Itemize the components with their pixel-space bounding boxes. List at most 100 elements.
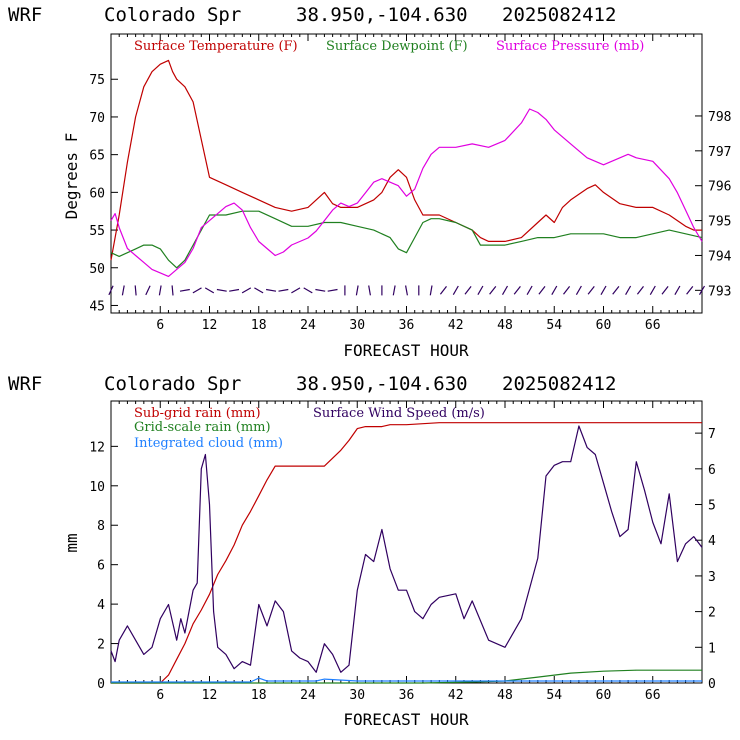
legend-integrated-cloud: Integrated cloud (mm): [134, 436, 283, 451]
wind-barb: [575, 285, 582, 295]
wind-barb: [439, 286, 447, 295]
wind-barb: [600, 285, 607, 295]
wind-barb: [612, 286, 620, 295]
wind-barbs: [108, 285, 706, 296]
wind-barb: [636, 286, 644, 295]
panel2-header-station: Colorado Spr: [104, 373, 241, 395]
wind-barb: [513, 286, 521, 295]
y-tick-label: 60: [89, 186, 105, 201]
y-tick-label: 65: [89, 149, 105, 164]
wind-barb: [649, 285, 656, 295]
wind-barb: [368, 285, 371, 296]
wind-barb: [265, 288, 277, 292]
x-tick-label: 48: [497, 688, 513, 703]
wind-barb: [241, 287, 252, 294]
y-tick-label: 45: [89, 299, 105, 314]
panel1-header-station: Colorado Spr: [104, 4, 241, 26]
panel2-header-coords: 38.950,-104.630: [296, 373, 468, 395]
wind-barb: [145, 285, 151, 296]
wind-barb: [674, 285, 681, 295]
wind-barb: [405, 285, 408, 296]
wind-barb: [204, 287, 215, 294]
panel2-series: [110, 422, 703, 684]
series-line-surface-temperature: [110, 59, 702, 261]
temperature-panel: WRF Colorado Spr 38.950,-104.630 2025082…: [8, 4, 732, 360]
panel1-header-init: 2025082412: [502, 4, 616, 26]
legend-gridscale-rain: Grid-scale rain (mm): [134, 420, 271, 435]
y2-tick-label: 3: [708, 570, 716, 585]
panel1-header-coords: 38.950,-104.630: [296, 4, 468, 26]
y2-tick-label: 798: [708, 110, 731, 125]
wind-barb: [229, 288, 240, 292]
wind-barb: [452, 285, 459, 295]
x-tick-label: 6: [156, 318, 164, 333]
wind-barb: [303, 287, 313, 294]
wind-barb: [464, 286, 472, 295]
y2-tick-label: 4: [708, 534, 716, 549]
y-tick-label: 12: [89, 440, 105, 455]
x-tick-label: 30: [349, 688, 365, 703]
x-tick-label: 18: [251, 318, 267, 333]
y2-tick-label: 1: [708, 641, 716, 656]
y2-tick-label: 6: [708, 463, 716, 478]
panel1-series: [110, 59, 703, 277]
legend-subgrid-rain: Sub-grid rain (mm): [134, 406, 261, 421]
panel2-xlabel: FORECAST HOUR: [343, 710, 469, 729]
wind-barb: [551, 285, 558, 295]
y-tick-label: 2: [97, 638, 105, 653]
panel2-legend: Sub-grid rain (mm) Surface Wind Speed (m…: [134, 406, 485, 451]
x-tick-label: 24: [300, 318, 316, 333]
wind-barb: [526, 285, 533, 295]
x-tick-label: 54: [546, 318, 562, 333]
x-tick-label: 12: [202, 688, 218, 703]
series-line-grid-scale-rain: [111, 669, 702, 684]
x-tick-label: 18: [251, 688, 267, 703]
panel2-header-init: 2025082412: [502, 373, 616, 395]
wind-barb: [538, 286, 546, 295]
wind-barb: [291, 287, 301, 294]
wind-barb: [179, 288, 190, 292]
wind-barb: [134, 285, 137, 296]
y-tick-label: 0: [97, 677, 105, 692]
wind-barb: [158, 285, 162, 296]
wind-barb: [216, 288, 227, 292]
y-tick-label: 6: [97, 559, 105, 574]
x-tick-label: 30: [349, 318, 365, 333]
x-tick-label: 48: [497, 318, 513, 333]
x-tick-label: 54: [546, 688, 562, 703]
y2-tick-label: 0: [708, 677, 716, 692]
legend-pressure: Surface Pressure (mb): [496, 39, 644, 54]
x-tick-label: 60: [596, 318, 612, 333]
wind-barb: [121, 285, 125, 296]
x-tick-label: 12: [202, 318, 218, 333]
y2-tick-label: 794: [708, 249, 732, 264]
panel1-plot-frame: [110, 33, 703, 314]
wind-barb: [355, 285, 359, 296]
legend-dewpoint: Surface Dewpoint (F): [326, 39, 468, 54]
y-tick-label: 50: [89, 262, 105, 277]
x-tick-label: 66: [645, 688, 661, 703]
panel1-header-model: WRF: [8, 4, 42, 26]
wind-barb: [477, 285, 484, 295]
x-tick-label: 42: [448, 318, 464, 333]
series-line-sub-grid-rain: [111, 422, 702, 684]
panel2-header-model: WRF: [8, 373, 42, 395]
y2-tick-label: 5: [708, 499, 716, 514]
wind-barb: [315, 288, 326, 292]
y-tick-label: 70: [89, 111, 105, 126]
panel1-axes: 6 12 18 24 30 36 42 48 54 60 66 45 50 55 60 65 70 75 793 79…: [89, 34, 732, 333]
wind-barb: [429, 285, 433, 296]
wind-barb: [501, 285, 509, 295]
y2-tick-label: 797: [708, 145, 731, 160]
y-tick-label: 8: [97, 519, 105, 534]
panel2-ylabel: mm: [62, 533, 81, 552]
wind-barb: [698, 285, 706, 295]
x-tick-label: 36: [399, 688, 415, 703]
y2-tick-label: 793: [708, 284, 731, 299]
x-tick-label: 42: [448, 688, 464, 703]
x-tick-label: 60: [596, 688, 612, 703]
y-tick-label: 55: [89, 224, 105, 239]
wind-barb: [563, 286, 571, 295]
panel1-ylabel: Degrees F: [62, 133, 81, 220]
